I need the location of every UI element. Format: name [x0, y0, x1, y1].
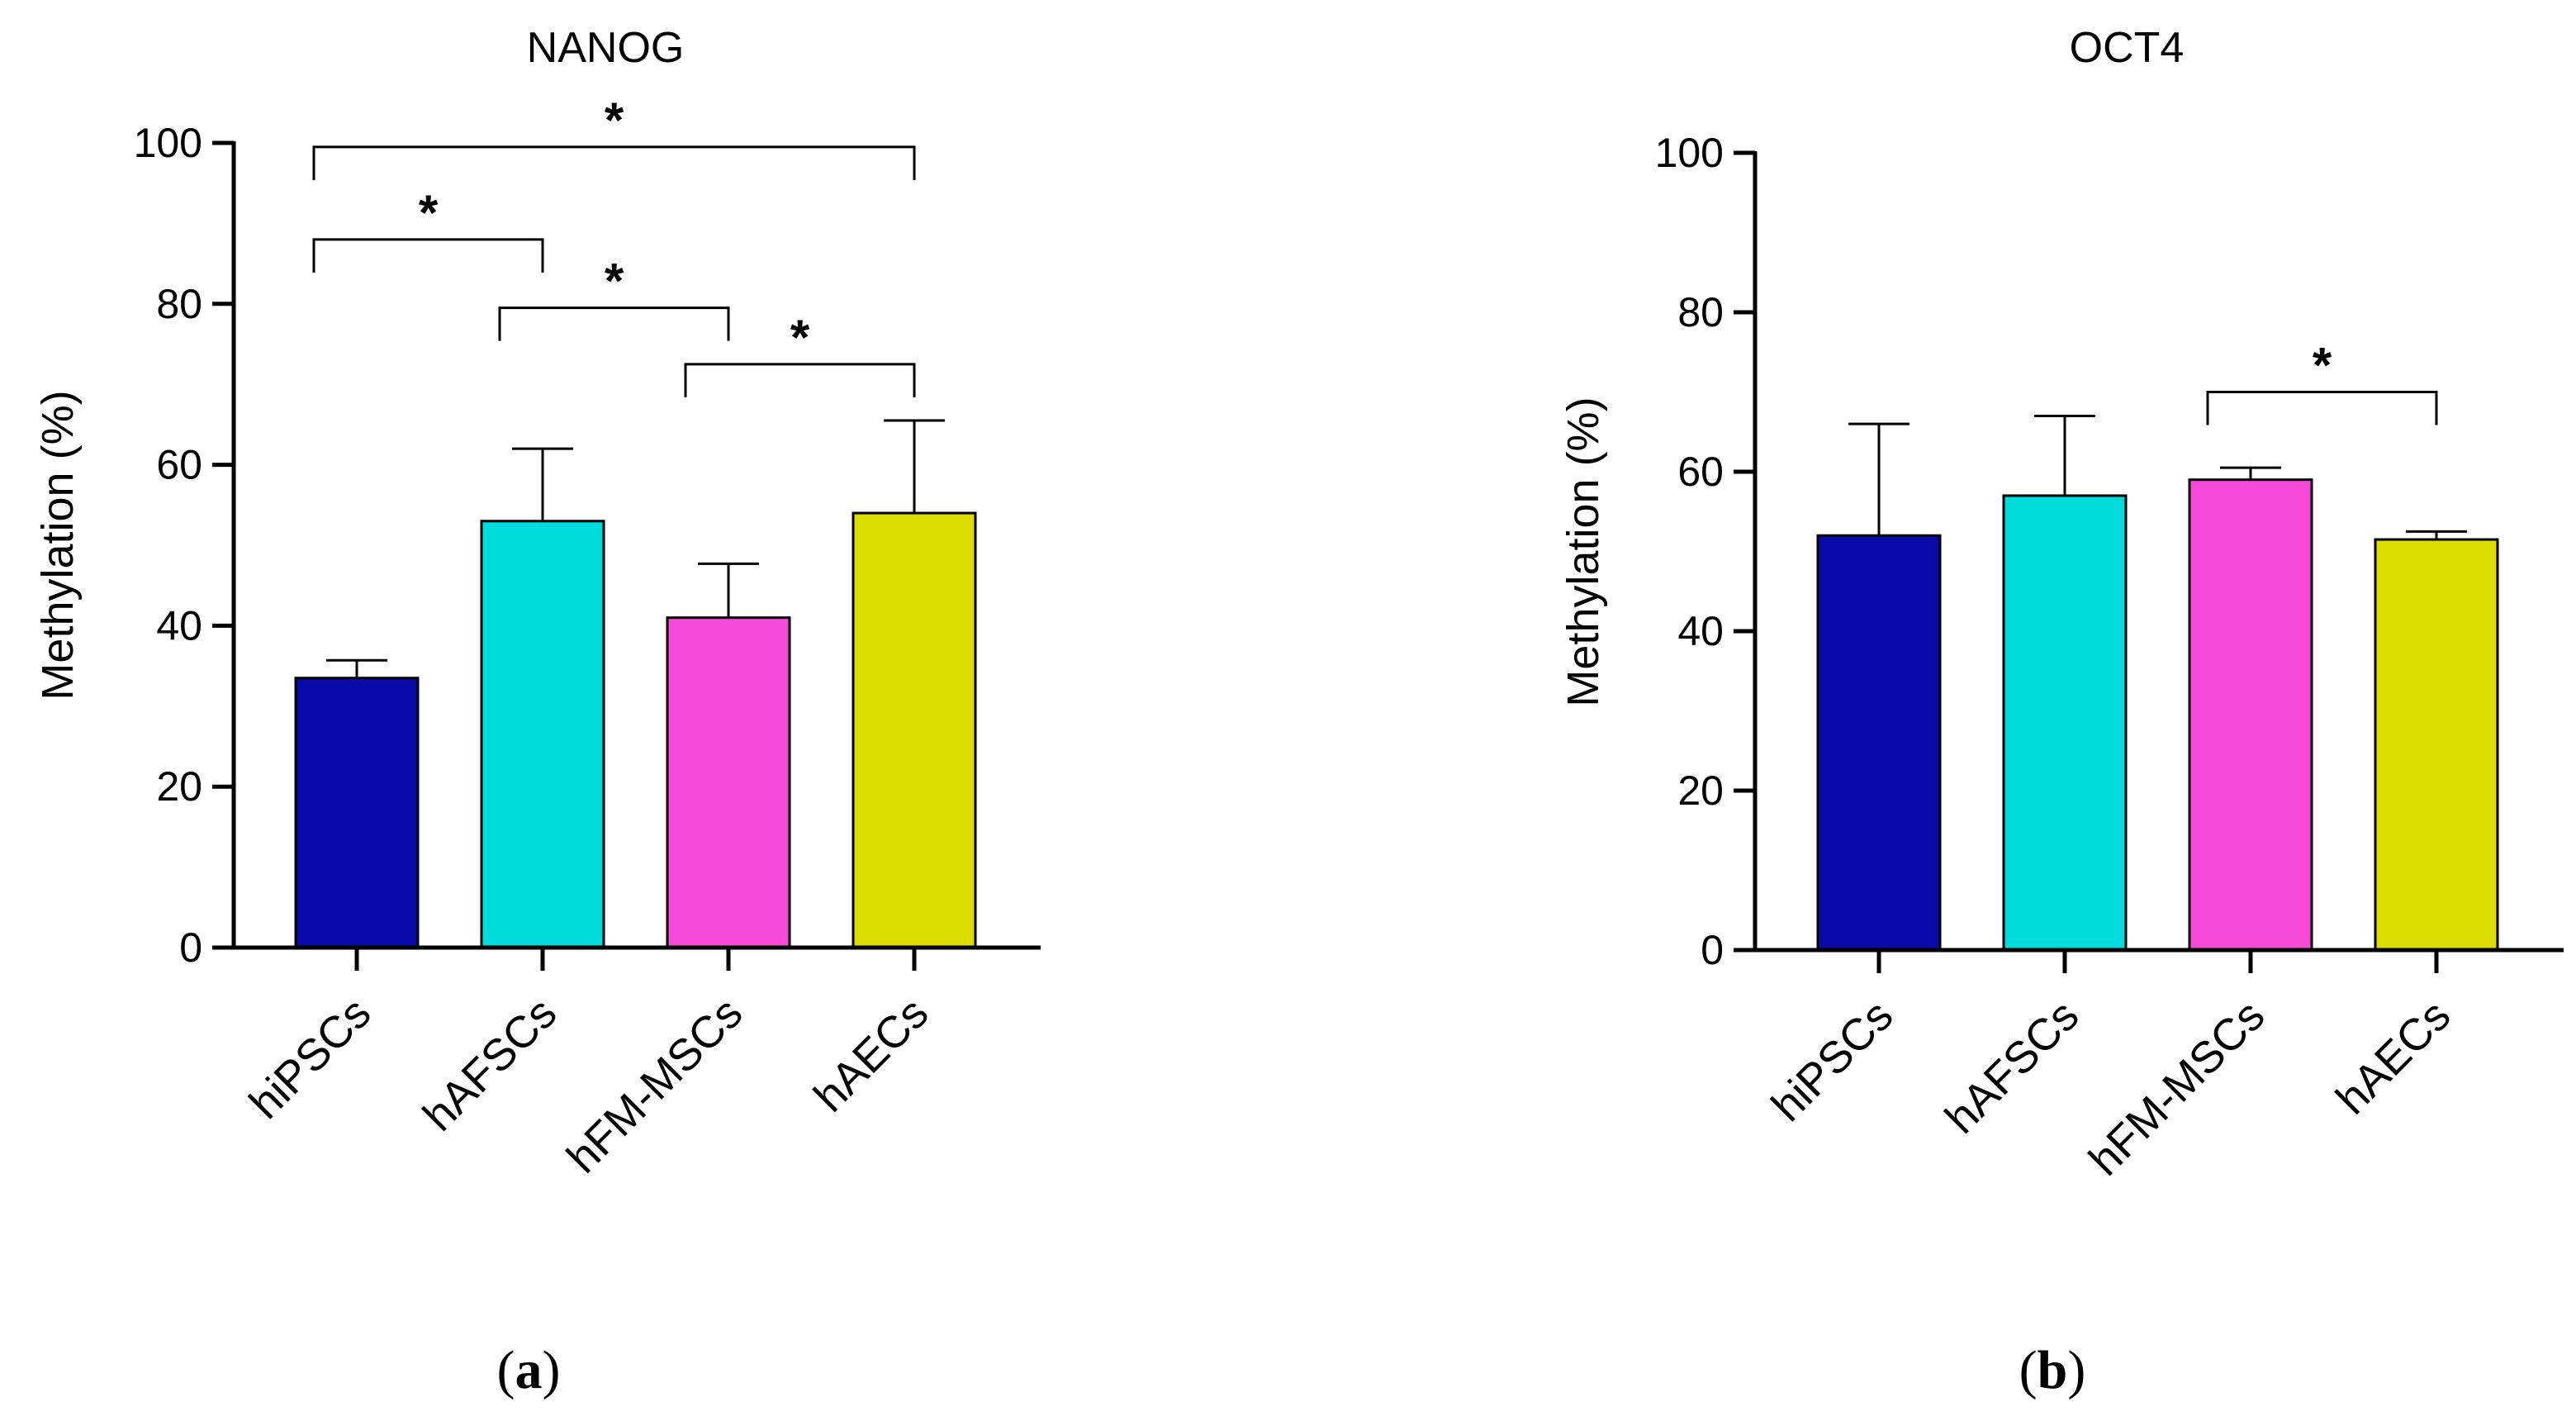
- y-tick-label: 20: [1677, 767, 1724, 814]
- y-tick-label: 100: [1655, 130, 1724, 176]
- y-tick-label: 60: [156, 442, 202, 488]
- category-label: hAFSCs: [414, 988, 567, 1141]
- significance-bracket: [498, 306, 730, 341]
- category-label: hFM-MSCs: [2080, 991, 2274, 1185]
- bar-hafscs: [2002, 494, 2128, 952]
- significance-star: *: [605, 254, 624, 309]
- category-label: hiPSCs: [240, 988, 381, 1129]
- panel-label: (b): [2019, 1340, 2086, 1400]
- chart-oct4: OCT4 Methylation (%) 0 20 40 60 80 100 hiPSCs hAF…: [1558, 24, 2564, 1400]
- bar-hfm-mscs: [2188, 478, 2313, 952]
- y-tick-label: 40: [1677, 608, 1724, 654]
- y-tick-label: 40: [156, 602, 202, 649]
- bar-hipscs: [294, 677, 420, 949]
- significance-bracket: [312, 238, 544, 273]
- bar-haecs: [2374, 538, 2499, 952]
- significance-star: *: [605, 93, 624, 148]
- bar-hafscs: [480, 520, 605, 949]
- panel-label: (a): [497, 1340, 561, 1400]
- y-tick-label: 0: [179, 924, 202, 971]
- category-label: hAFSCs: [1936, 991, 2089, 1143]
- y-tick-label: 60: [1677, 449, 1724, 495]
- y-tick-label: 80: [1677, 289, 1724, 335]
- bar-hipscs: [1816, 534, 1942, 952]
- bar-hfm-mscs: [666, 616, 791, 949]
- category-label: hFM-MSCs: [557, 988, 752, 1182]
- category-label: hAECs: [2327, 991, 2460, 1124]
- y-axis-label: Methylation (%): [1558, 397, 1608, 706]
- significance-bracket: [312, 145, 916, 180]
- significance-star: *: [2313, 338, 2332, 393]
- significance-bracket: [2206, 391, 2438, 425]
- significance-star: *: [419, 185, 439, 240]
- category-label: hAECs: [804, 988, 937, 1121]
- chart-title: OCT4: [2070, 24, 2185, 72]
- significance-bracket: [684, 363, 916, 397]
- bar-haecs: [852, 511, 977, 949]
- y-tick-label: 100: [134, 120, 202, 166]
- significance-star: *: [790, 310, 810, 365]
- y-axis-label: Methylation (%): [33, 390, 83, 700]
- y-tick-label: 0: [1701, 927, 1724, 973]
- y-tick-label: 80: [156, 281, 202, 327]
- y-tick-label: 20: [156, 763, 202, 810]
- category-label: hiPSCs: [1762, 991, 1903, 1131]
- chart-title: NANOG: [527, 24, 685, 72]
